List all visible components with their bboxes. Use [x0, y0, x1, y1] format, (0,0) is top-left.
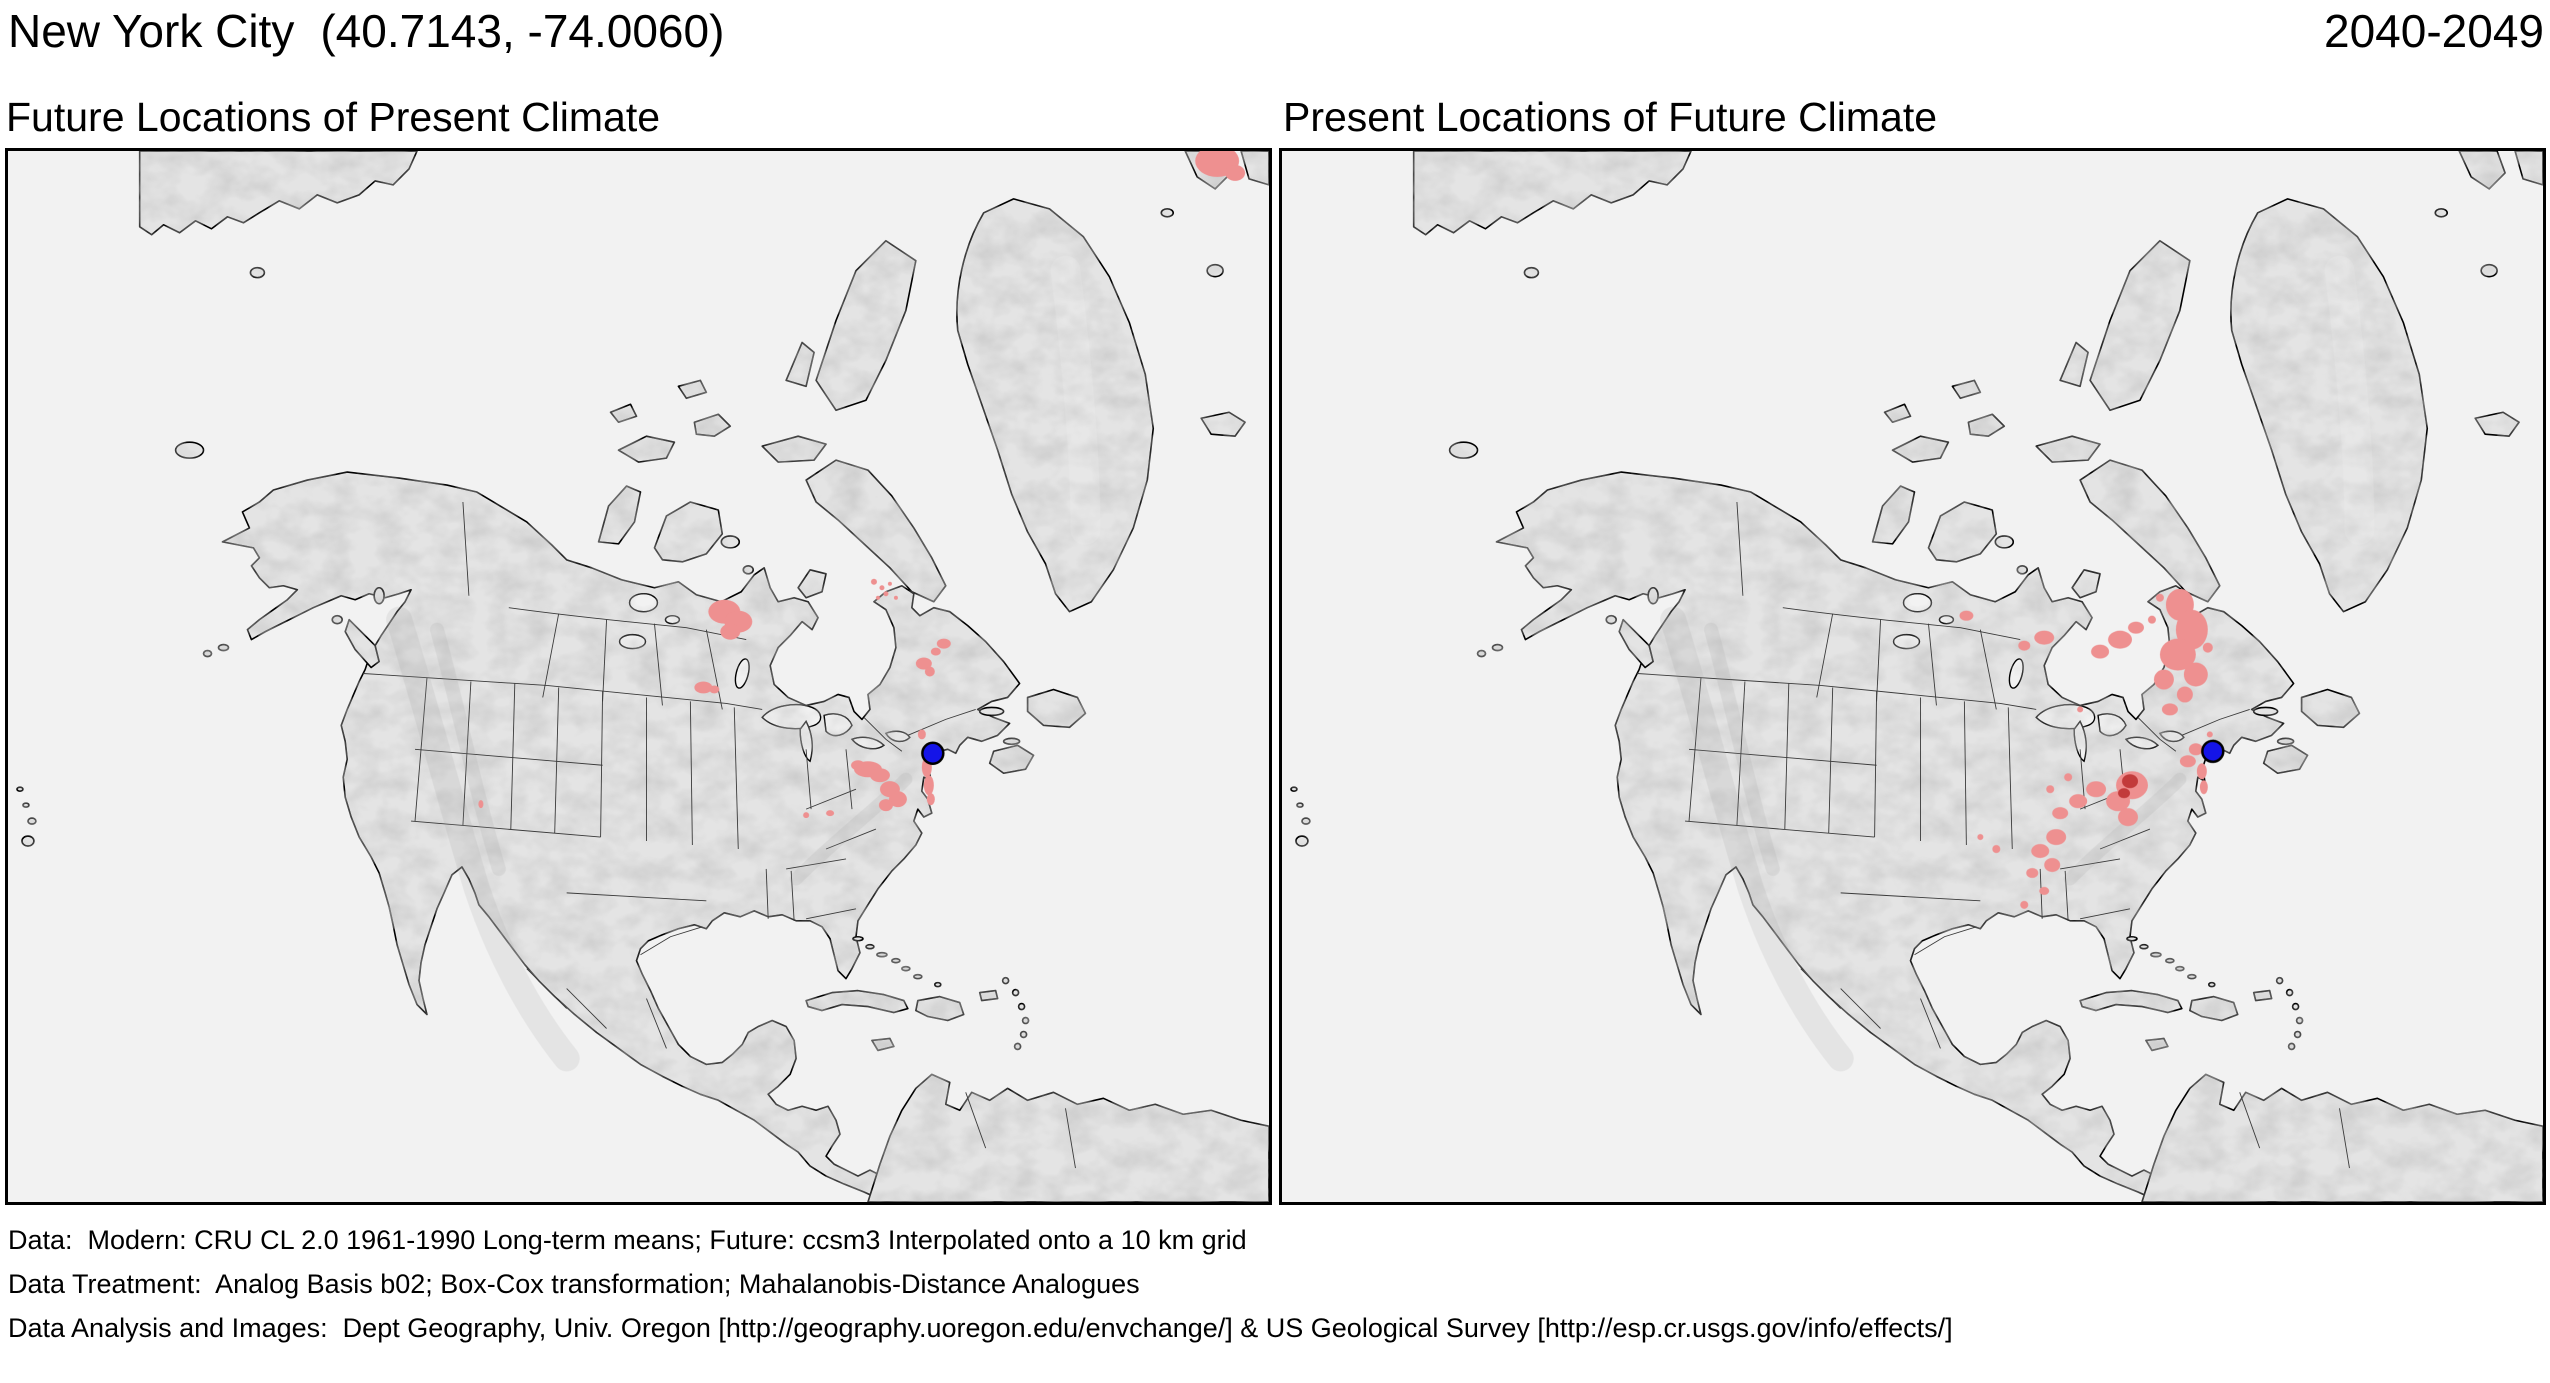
- city-coordinates: (40.7143, -74.0060): [320, 5, 725, 57]
- map-panel-present-locations: [1279, 148, 2546, 1205]
- analog-regions-right: [1959, 588, 2213, 909]
- left-panel-title: Future Locations of Present Climate: [6, 94, 661, 140]
- city-name: New York City: [8, 5, 295, 57]
- attribution-footer: Data: Modern: CRU CL 2.0 1961-1990 Long-…: [8, 1218, 1953, 1350]
- analog-regions-left: [478, 151, 1246, 819]
- footer-data-line: Data: Modern: CRU CL 2.0 1961-1990 Long-…: [8, 1225, 1247, 1255]
- page-title: New York City (40.7143, -74.0060): [8, 4, 724, 58]
- right-panel-title: Present Locations of Future Climate: [1283, 94, 1938, 140]
- map-panel-future-locations: [5, 148, 1272, 1205]
- footer-treatment-line: Data Treatment: Analog Basis b02; Box-Co…: [8, 1269, 1140, 1299]
- nyc-marker-right: [2201, 739, 2225, 764]
- period-label: 2040-2049: [2324, 5, 2544, 57]
- analog-regions-right-dark: [2118, 774, 2138, 799]
- nyc-marker-left: [921, 741, 945, 765]
- map-future-locations-of-present-climate: [8, 151, 1269, 1202]
- footer-analysis-line: Data Analysis and Images: Dept Geography…: [8, 1313, 1953, 1343]
- map-present-locations-of-future-climate: [1282, 151, 2543, 1202]
